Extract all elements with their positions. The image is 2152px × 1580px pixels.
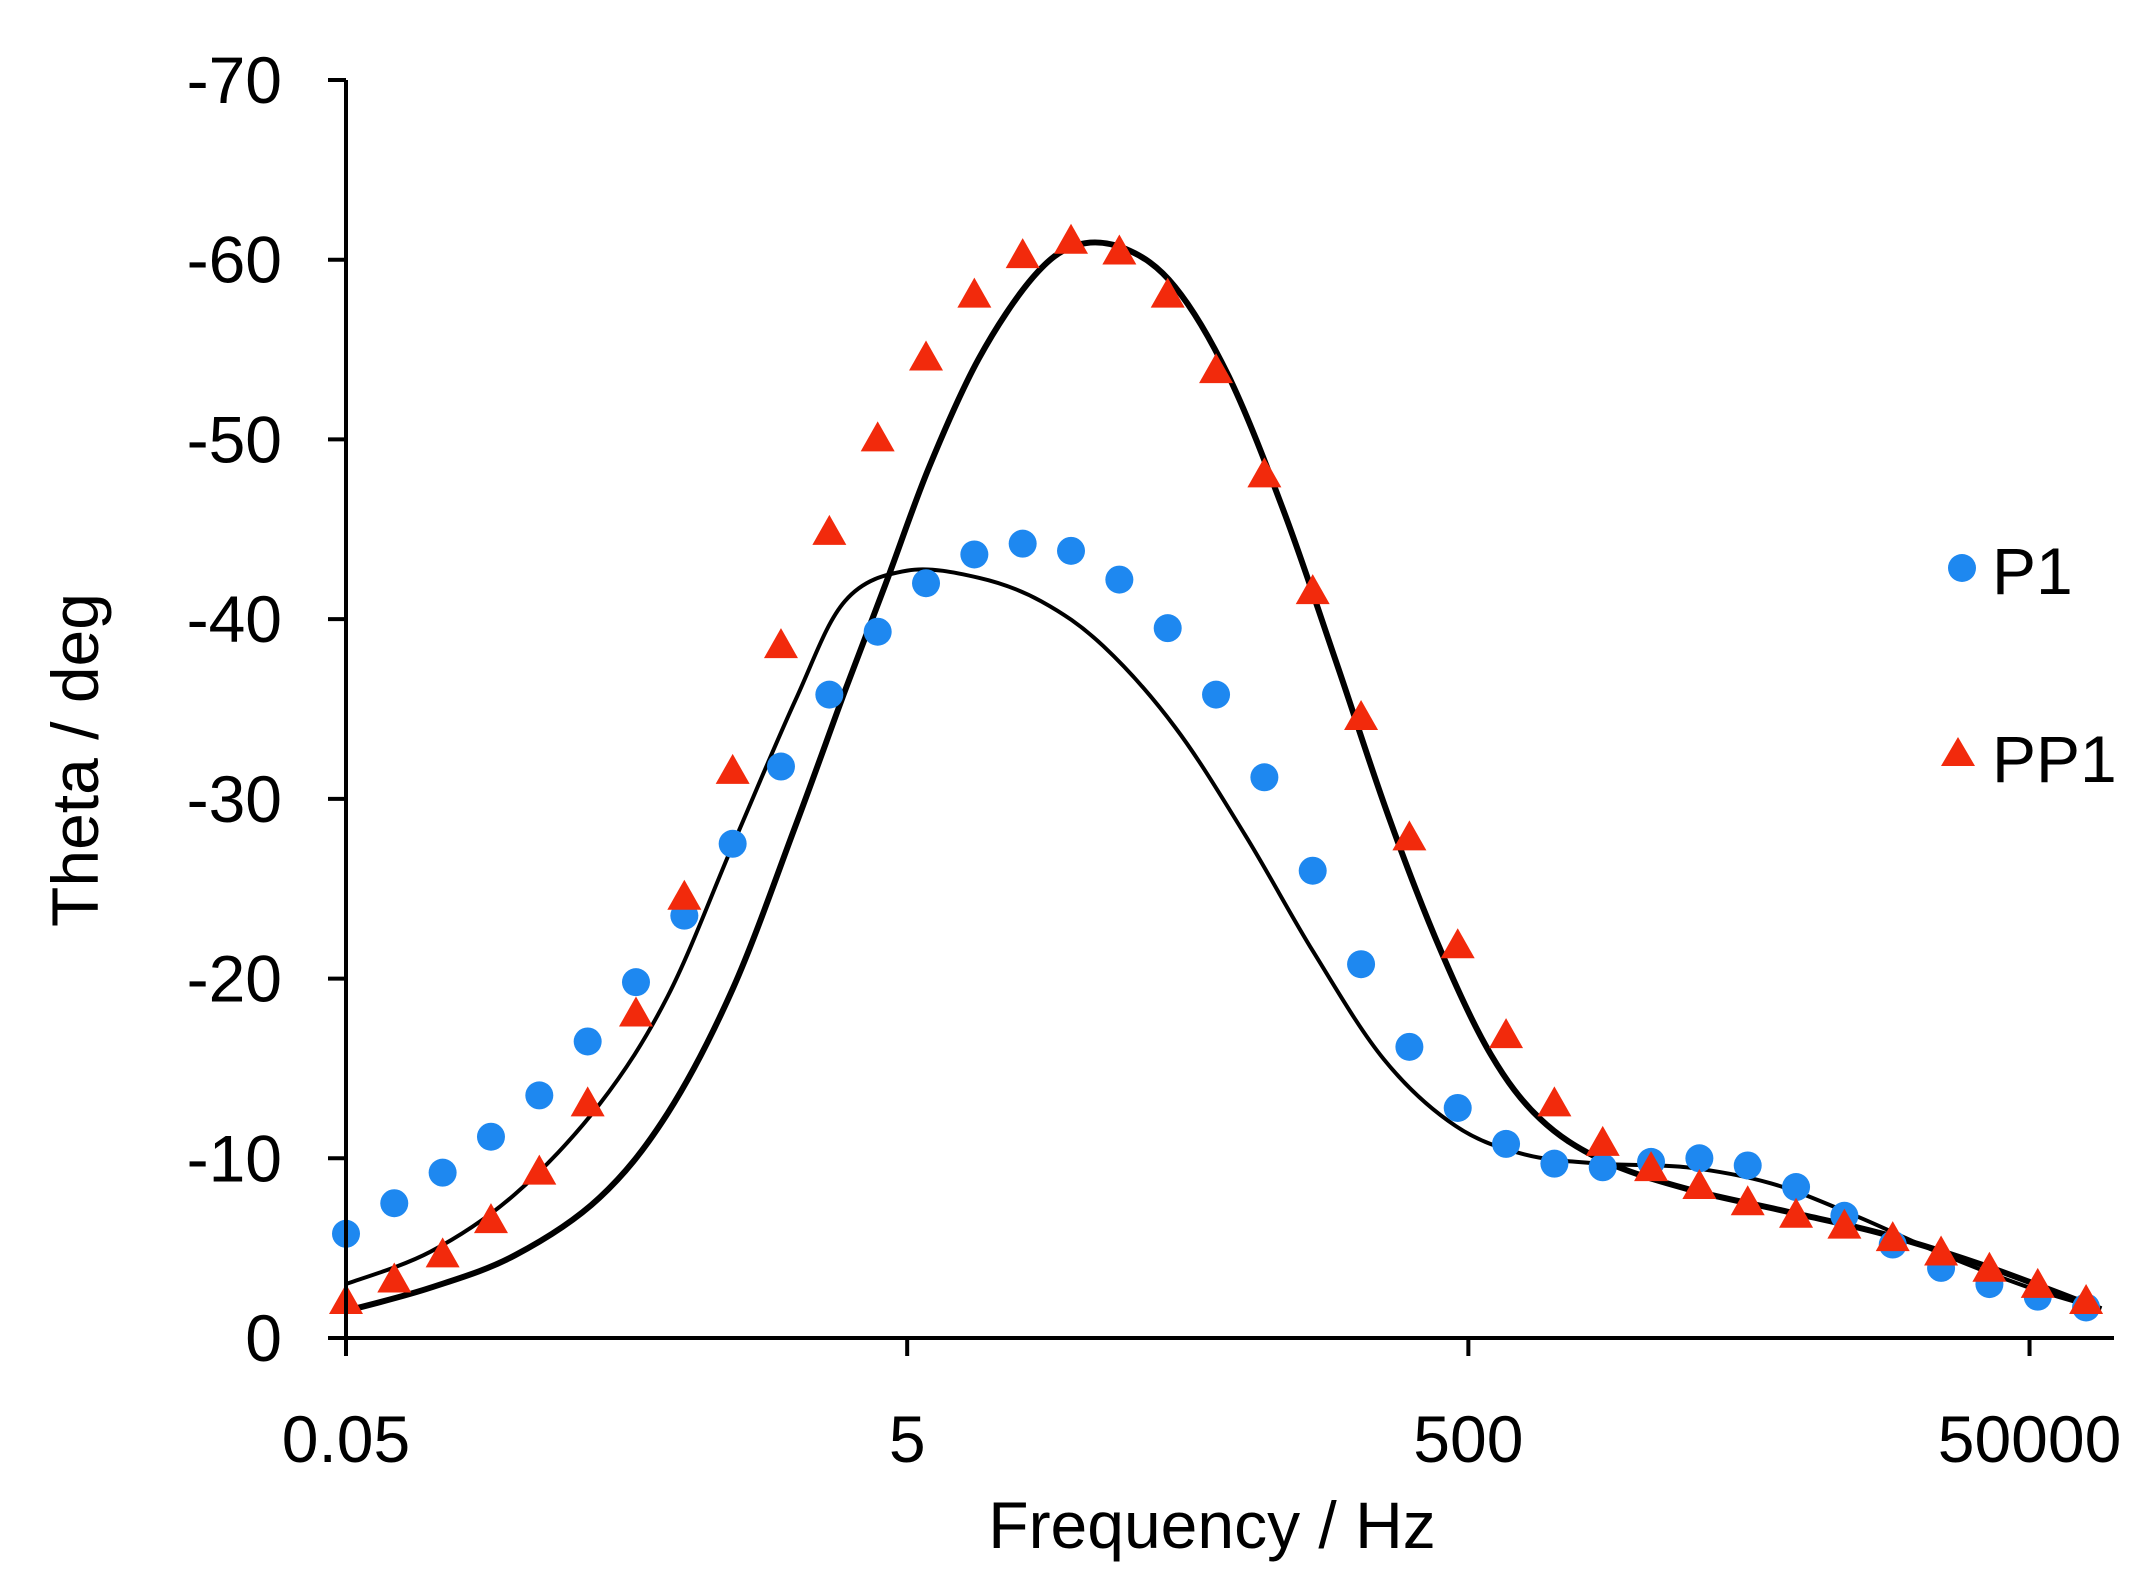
p1-data-point bbox=[1395, 1032, 1424, 1061]
pp1-data-point bbox=[1344, 699, 1379, 730]
pp1-data-point bbox=[618, 996, 653, 1027]
pp1-data-point bbox=[667, 879, 702, 910]
y-tick-label: -50 bbox=[187, 402, 282, 476]
pp1-data-point bbox=[1150, 277, 1185, 308]
pp1-data-point bbox=[1247, 457, 1282, 488]
y-tick-label: -10 bbox=[187, 1121, 282, 1195]
p1-data-point bbox=[1105, 565, 1134, 594]
pp1-data-point bbox=[957, 277, 992, 308]
x-tick-label: 0.05 bbox=[282, 1402, 410, 1476]
p1-data-point bbox=[863, 617, 892, 646]
pp1-data-point bbox=[1005, 238, 1040, 269]
pp1-data-point bbox=[1295, 574, 1330, 605]
p1-data-point bbox=[960, 540, 989, 569]
x-tick-label: 500 bbox=[1413, 1402, 1523, 1476]
p1-data-point bbox=[1492, 1129, 1521, 1158]
p1-data-point bbox=[1250, 763, 1279, 792]
p1-data-point bbox=[1782, 1173, 1811, 1202]
p1-data-point bbox=[766, 752, 795, 781]
pp1-data-point bbox=[1537, 1086, 1572, 1117]
pp1-data-point bbox=[812, 514, 847, 545]
pp1-data-point bbox=[473, 1203, 508, 1234]
pp1-data-point bbox=[1392, 820, 1427, 851]
pp1-data-point bbox=[715, 753, 750, 784]
y-tick-label: -20 bbox=[187, 942, 282, 1016]
pp1-data-point bbox=[1634, 1151, 1669, 1182]
p1-fit-curve bbox=[345, 567, 2102, 1312]
p1-data-point bbox=[573, 1027, 602, 1056]
axes: 0 -10 -20 -30 -40 -50 -60 -70 0.05 5 500 50000 bbox=[187, 43, 2122, 1476]
p1-data-point bbox=[1685, 1144, 1714, 1173]
y-ticks: 0 -10 -20 -30 -40 -50 -60 -70 bbox=[187, 43, 346, 1375]
pp1-data-point bbox=[425, 1237, 460, 1268]
pp1-data-point bbox=[570, 1086, 605, 1117]
p1-data-point bbox=[621, 968, 650, 997]
pp1-data-point bbox=[1585, 1125, 1620, 1156]
x-tick-label: 5 bbox=[889, 1402, 926, 1476]
plot-area bbox=[329, 223, 2104, 1322]
pp1-data-point bbox=[1102, 234, 1137, 265]
p1-data-point bbox=[1202, 680, 1231, 709]
pp1-data-point bbox=[2020, 1267, 2055, 1298]
p1-data-point bbox=[1008, 529, 1037, 558]
legend-p1-marker bbox=[1948, 554, 1976, 582]
pp1-data-point bbox=[860, 421, 895, 452]
pp1-data-point bbox=[763, 628, 798, 659]
pp1-data-point bbox=[1440, 928, 1475, 959]
p1-data-point bbox=[1298, 856, 1327, 885]
legend-pp1-marker bbox=[1941, 737, 1975, 766]
y-tick-label: -40 bbox=[187, 582, 282, 656]
p1-data-point bbox=[1540, 1149, 1569, 1178]
pp1-data-point bbox=[1199, 353, 1234, 384]
pp1-data-point bbox=[1924, 1235, 1959, 1266]
p1-data-point bbox=[1733, 1151, 1762, 1180]
pp1-data-point bbox=[1682, 1169, 1717, 1200]
y-tick-label: -70 bbox=[187, 43, 282, 117]
pp1-data-point bbox=[1972, 1251, 2007, 1282]
pp1-data-point bbox=[2069, 1284, 2104, 1315]
pp1-data-point bbox=[377, 1262, 412, 1293]
x-tick-label: 50000 bbox=[1938, 1402, 2122, 1476]
pp1-data-point bbox=[1489, 1018, 1524, 1049]
p1-data-point bbox=[912, 569, 941, 598]
p1-data-point bbox=[1057, 536, 1086, 565]
p1-data-point bbox=[525, 1081, 554, 1110]
legend-p1-label: P1 bbox=[1992, 534, 2073, 608]
pp1-data-point bbox=[1827, 1208, 1862, 1239]
x-ticks: 0.05 5 500 50000 bbox=[282, 1338, 2122, 1476]
p1-data-point bbox=[380, 1189, 409, 1218]
pp1-fit-curve bbox=[345, 239, 2103, 1314]
y-tick-label: 0 bbox=[245, 1301, 282, 1375]
y-tick-label: -60 bbox=[187, 223, 282, 297]
pp1-data-point bbox=[1875, 1221, 1910, 1252]
p1-data-point bbox=[1153, 614, 1182, 643]
legend: P1 PP1 bbox=[1941, 534, 2117, 796]
p1-data-point bbox=[1588, 1153, 1617, 1182]
p1-data-point bbox=[815, 680, 844, 709]
pp1-data-point bbox=[1779, 1197, 1814, 1228]
p1-data-point bbox=[1443, 1093, 1472, 1122]
legend-pp1-label: PP1 bbox=[1992, 722, 2117, 796]
pp1-data-point bbox=[909, 340, 944, 371]
p1-data-point bbox=[1347, 950, 1376, 979]
pp1-data-point bbox=[522, 1154, 557, 1185]
y-tick-label: -30 bbox=[187, 762, 282, 836]
pp1-series bbox=[329, 223, 2104, 1315]
p1-data-point bbox=[428, 1158, 457, 1187]
pp1-data-point bbox=[1054, 223, 1089, 254]
y-axis-title: Theta / deg bbox=[38, 593, 112, 927]
x-axis-title: Frequency / Hz bbox=[988, 1488, 1436, 1562]
pp1-data-point bbox=[1730, 1185, 1765, 1216]
p1-data-point bbox=[476, 1122, 505, 1151]
p1-data-point bbox=[718, 829, 747, 858]
